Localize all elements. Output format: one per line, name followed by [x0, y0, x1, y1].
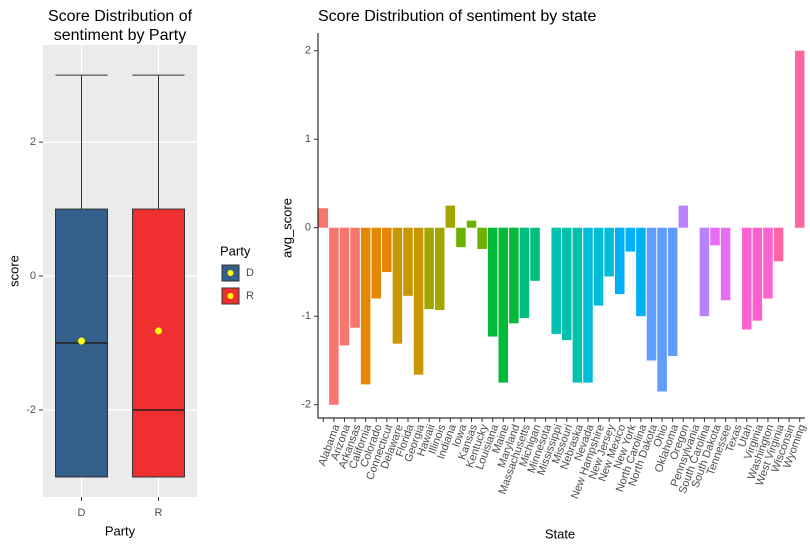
legend-label: D: [246, 267, 254, 279]
y-tick-label: -2: [301, 399, 311, 411]
bar: [329, 227, 339, 405]
bar: [572, 227, 583, 383]
bar: [583, 227, 593, 383]
x-axis-label: State: [545, 526, 575, 541]
y-tick-label: 1: [305, 133, 311, 145]
bar: [519, 227, 530, 318]
bar: [699, 227, 710, 317]
bar: [593, 227, 604, 306]
bar: [424, 227, 434, 310]
bar: [763, 227, 773, 299]
y-axis-label: score: [6, 255, 21, 287]
bar: [646, 227, 657, 361]
bar: [636, 227, 646, 317]
bar: [413, 227, 424, 375]
bar: [667, 227, 678, 357]
chart-title: Score Distribution of: [48, 8, 193, 25]
bar: [339, 227, 350, 346]
bar: [487, 227, 498, 337]
bar: [710, 227, 720, 246]
bar: [551, 227, 561, 334]
bar: [477, 227, 487, 249]
bar: [530, 227, 540, 281]
bar: [614, 227, 625, 295]
mean-point: [78, 337, 85, 345]
y-tick-label: 0: [305, 222, 311, 234]
mean-point: [155, 327, 162, 335]
bar: [794, 50, 805, 228]
bar: [456, 227, 466, 248]
bar: [403, 227, 413, 296]
chart-title: Score Distribution of sentiment by state: [318, 8, 596, 25]
x-tick-label: R: [155, 507, 163, 519]
y-tick-label: -2: [26, 404, 36, 416]
legend-mean: [227, 293, 234, 299]
bar: [625, 227, 636, 252]
chart-title: sentiment by Party: [54, 27, 187, 44]
bar: [445, 205, 456, 228]
bar: [657, 227, 667, 392]
bar: [742, 227, 752, 330]
bar: [604, 227, 614, 277]
legend-mean: [227, 270, 234, 276]
y-tick-label: 0: [30, 270, 36, 282]
bar: [371, 227, 381, 299]
y-axis-label: avg_score: [279, 198, 294, 258]
y-tick-label: -1: [301, 310, 311, 322]
bar: [678, 205, 689, 228]
bar: [773, 227, 784, 262]
bar: [392, 227, 403, 344]
legend-title: Party: [220, 243, 251, 258]
bar: [350, 227, 360, 328]
bar: [318, 208, 329, 228]
bar: [382, 227, 392, 272]
bar: [720, 227, 731, 301]
bar: [562, 227, 572, 341]
bar: [360, 227, 371, 385]
box: [132, 208, 185, 478]
x-axis-label: Party: [105, 523, 136, 538]
x-tick-label: D: [78, 507, 86, 519]
y-tick-label: 2: [305, 45, 311, 57]
y-tick-label: 2: [30, 136, 36, 148]
bar: [509, 227, 519, 324]
bar: [434, 227, 445, 311]
bar: [466, 220, 477, 228]
legend-label: R: [246, 290, 254, 302]
bar: [752, 227, 763, 321]
bar: [498, 227, 509, 383]
